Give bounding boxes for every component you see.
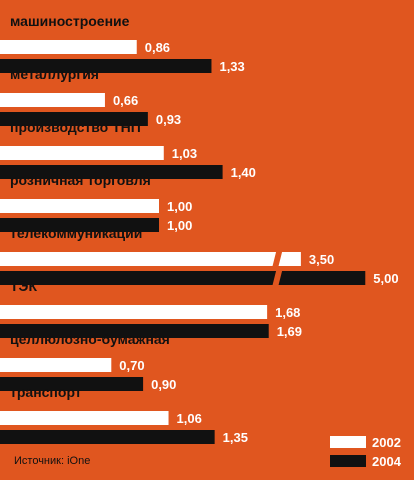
- value-label: 1,33: [219, 59, 244, 74]
- value-label: 1,06: [177, 411, 202, 426]
- value-label: 0,70: [119, 358, 144, 373]
- bar-2004: [0, 377, 144, 391]
- category-label: целлюлозно-бумажная: [10, 331, 170, 347]
- axis-break-mark: [272, 270, 283, 286]
- legend-swatch-2004: [330, 455, 366, 467]
- bar-2004: [0, 324, 269, 338]
- bar-2002: [0, 40, 137, 54]
- category-label: ТЭК: [10, 278, 38, 294]
- bar-2004: [0, 271, 366, 285]
- category-label: розничная торговля: [10, 172, 151, 188]
- legend-label-2002: 2002: [372, 435, 401, 450]
- bar-2002: [0, 93, 105, 107]
- category-label: металлургия: [10, 66, 99, 82]
- bar-2002: [0, 411, 169, 425]
- bar-2002: [0, 358, 112, 372]
- bar-2004: [0, 59, 212, 73]
- category-label: транспорт: [10, 384, 82, 400]
- bar-2002: [0, 199, 159, 213]
- value-label: 1,69: [277, 324, 302, 339]
- labels-layer: машиностроение 0,86 1,33 металлургия 0,66 0,9…: [10, 13, 399, 445]
- value-label: 0,86: [145, 40, 170, 55]
- bar-2002: [0, 305, 268, 319]
- bar-2004: [0, 430, 215, 444]
- bar-2004: [0, 112, 148, 126]
- value-label: 1,40: [231, 165, 256, 180]
- value-label: 0,66: [113, 93, 138, 108]
- value-label: 5,00: [373, 271, 398, 286]
- bar-2002: [0, 252, 301, 266]
- value-label: 0,90: [151, 377, 176, 392]
- category-label: машиностроение: [10, 13, 130, 29]
- bar-2004: [0, 165, 223, 179]
- axis-break-mark: [272, 251, 283, 267]
- value-label: 1,68: [275, 305, 300, 320]
- value-label: 3,50: [309, 252, 334, 267]
- value-label: 1,03: [172, 146, 197, 161]
- value-label: 1,35: [223, 430, 248, 445]
- legend: 2002 2004: [330, 435, 402, 469]
- source-note: Источник: iOne: [14, 455, 90, 467]
- legend-swatch-2002: [330, 436, 366, 448]
- value-label: 1,00: [167, 199, 192, 214]
- value-label: 0,93: [156, 112, 181, 127]
- legend-label-2004: 2004: [372, 454, 402, 469]
- value-label: 1,00: [167, 218, 192, 233]
- bar-2004: [0, 218, 159, 232]
- category-label: производство ТНП: [10, 119, 141, 135]
- bar-2002: [0, 146, 164, 160]
- category-label: телекоммуникации: [10, 225, 142, 241]
- bars-layer: [0, 40, 366, 444]
